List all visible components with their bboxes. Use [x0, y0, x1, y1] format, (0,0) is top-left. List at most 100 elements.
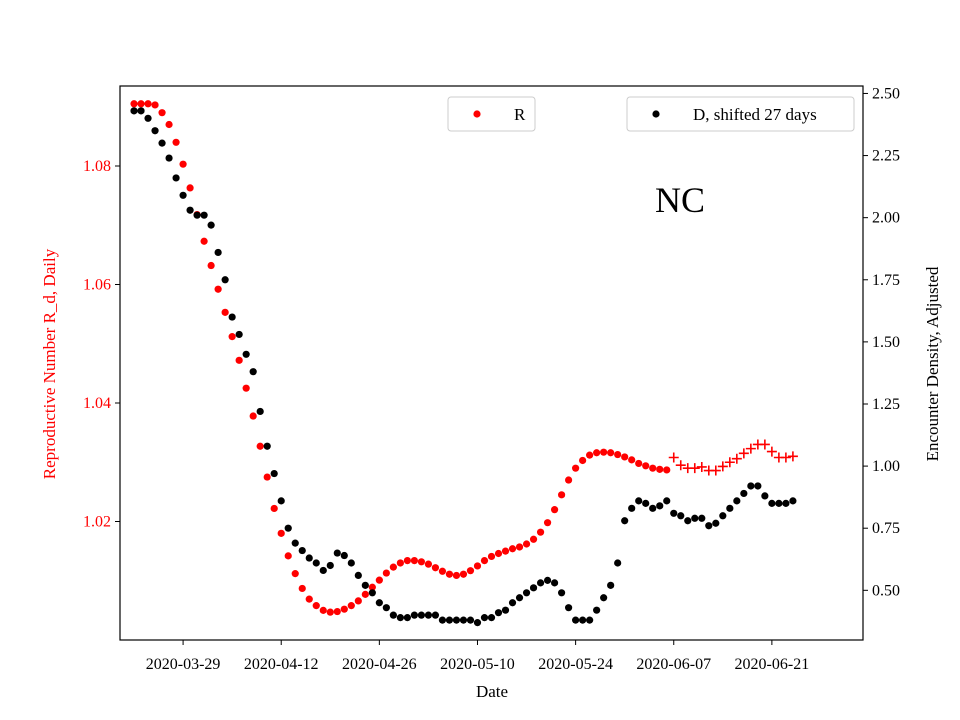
data-point — [340, 551, 348, 560]
right-y-tick-label: 1.50 — [872, 334, 900, 351]
data-point — [593, 449, 601, 457]
data-point-plus — [724, 457, 735, 468]
data-point — [179, 191, 187, 199]
data-point — [508, 545, 517, 553]
data-point — [375, 599, 383, 607]
data-point — [424, 560, 433, 568]
data-point — [389, 563, 397, 571]
data-point — [389, 611, 397, 619]
x-tick-label: 2020-06-21 — [735, 656, 810, 673]
data-point — [586, 451, 594, 459]
data-point — [249, 368, 257, 376]
data-point — [656, 502, 664, 510]
data-point — [445, 570, 454, 578]
data-point — [579, 616, 587, 624]
data-point — [375, 576, 383, 584]
x-tick-label: 2020-04-26 — [342, 656, 417, 673]
data-point — [291, 539, 299, 547]
data-point — [494, 549, 503, 558]
data-point — [550, 579, 559, 587]
data-point — [557, 491, 566, 499]
data-point — [137, 100, 145, 108]
data-point — [312, 559, 320, 567]
data-point-plus — [668, 452, 679, 463]
data-point — [705, 522, 713, 530]
data-point — [130, 107, 138, 115]
data-point-plus — [766, 446, 777, 457]
x-axis: 2020-03-29 2020-04-12 2020-04-26 2020-05-10… — [146, 640, 809, 673]
data-point — [515, 594, 524, 602]
data-point — [768, 499, 776, 507]
data-point — [130, 100, 138, 108]
data-point — [326, 608, 334, 616]
data-point — [733, 497, 741, 505]
right-y-tick-label: 2.25 — [872, 148, 900, 165]
legend-d: D, shifted 27 days — [626, 96, 855, 132]
data-point — [438, 616, 447, 624]
data-point — [242, 350, 250, 358]
data-point — [312, 602, 320, 610]
legend-d-label: D, shifted 27 days — [693, 105, 817, 124]
data-point-plus — [710, 465, 721, 476]
data-point — [347, 559, 355, 567]
data-point — [410, 611, 418, 619]
data-point — [179, 160, 187, 168]
data-point — [445, 616, 454, 624]
data-point — [670, 509, 678, 517]
series-1 — [668, 439, 798, 476]
data-point — [529, 535, 538, 543]
data-point — [621, 453, 629, 461]
data-point — [207, 221, 215, 229]
data-point — [396, 614, 404, 622]
data-point — [249, 412, 257, 420]
data-point — [347, 602, 355, 610]
data-point — [628, 456, 636, 464]
data-point — [593, 606, 601, 614]
data-point — [691, 514, 699, 522]
data-point — [256, 407, 264, 416]
data-point — [158, 139, 166, 147]
legend-d-marker — [652, 110, 660, 118]
data-point-plus — [675, 460, 686, 471]
data-point — [572, 616, 580, 624]
data-point — [572, 464, 580, 472]
data-point — [614, 559, 622, 567]
data-point-plus — [696, 461, 707, 472]
data-point — [242, 384, 250, 392]
data-point — [586, 616, 594, 624]
data-point-plus — [731, 453, 742, 464]
data-point — [228, 333, 236, 341]
data-point — [200, 237, 208, 245]
data-point — [144, 114, 152, 122]
data-point — [466, 616, 475, 624]
data-point — [536, 528, 545, 536]
left-y-axis-label: Reproductive Number R_d, Daily — [40, 248, 59, 479]
data-point — [305, 595, 313, 603]
plot-frame — [119, 85, 864, 641]
left-y-axis: 1.02 1.04 1.06 1.08 — [83, 158, 120, 530]
data-point — [305, 554, 313, 562]
data-point — [557, 589, 566, 597]
data-point — [501, 606, 510, 614]
data-point — [621, 517, 629, 525]
left-y-tick-label: 1.06 — [83, 276, 111, 293]
data-point — [684, 517, 692, 525]
data-point — [438, 567, 447, 575]
data-point — [354, 597, 362, 605]
data-point — [382, 569, 390, 577]
legend-r-label: R — [514, 105, 526, 124]
data-point — [515, 543, 524, 551]
data-point — [522, 589, 531, 597]
state-annotation: NC — [655, 180, 705, 220]
data-point — [663, 497, 671, 505]
data-point — [698, 514, 706, 522]
data-point — [761, 492, 769, 500]
legend-r-marker — [473, 110, 481, 118]
data-point — [284, 524, 292, 532]
data-point — [319, 606, 327, 614]
right-y-tick-label: 1.75 — [872, 272, 900, 289]
data-point — [529, 584, 538, 592]
data-point — [298, 584, 306, 593]
right-y-tick-label: 1.25 — [872, 396, 900, 413]
data-point — [158, 109, 166, 117]
